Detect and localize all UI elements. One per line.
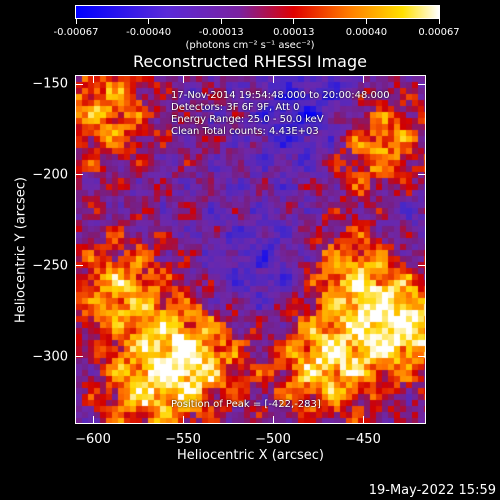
colorbar-tick-label: -0.00040: [126, 27, 172, 38]
x-tick-mark: [362, 416, 364, 424]
y-tick-label: −300: [32, 349, 68, 365]
colorbar-tick-label: -0.00013: [198, 27, 244, 38]
heatmap-image: [76, 76, 425, 423]
plot-area: 17-Nov-2014 19:54:48.000 to 20:00:48.000…: [75, 75, 426, 424]
x-tick-label: −600: [75, 432, 111, 447]
timestamp: 19-May-2022 15:59: [368, 483, 496, 498]
y-tick-mark: [75, 174, 83, 176]
clean-counts-text: Clean Total counts: 4.43E+03: [171, 126, 319, 137]
y-tick-label: −250: [32, 258, 68, 274]
x-tick-label: −500: [255, 432, 291, 447]
colorbar-tick-mark: [293, 19, 295, 24]
y-tick-mark: [75, 265, 83, 267]
y-tick-mark: [418, 265, 426, 267]
y-axis-label: Heliocentric Y (arcsec): [13, 177, 29, 323]
x-axis-label: Heliocentric X (arcsec): [177, 448, 324, 463]
x-tick-mark: [92, 75, 94, 83]
y-tick-mark: [75, 83, 83, 85]
y-tick-mark: [75, 356, 83, 358]
x-tick-label: −450: [345, 432, 381, 447]
time-range-text: 17-Nov-2014 19:54:48.000 to 20:00:48.000: [171, 90, 390, 101]
detectors-text: Detectors: 3F 6F 9F, Att 0: [171, 102, 300, 113]
energy-range-text: Energy Range: 25.0 - 50.0 keV: [171, 114, 324, 125]
colorbar-tick-label: 0.00040: [345, 27, 388, 38]
colorbar-tick-mark: [365, 19, 367, 24]
x-tick-mark: [92, 416, 94, 424]
colorbar-tick-label: 0.00067: [418, 27, 460, 38]
chart-title: Reconstructed RHESSI Image: [133, 52, 367, 71]
y-tick-label: −150: [32, 76, 68, 92]
colorbar-tick-mark: [148, 19, 150, 24]
colorbar: [75, 5, 440, 19]
x-tick-mark: [182, 416, 184, 424]
peak-position-text: Position of Peak = [-422,-283]: [171, 399, 321, 410]
colorbar-tick-mark: [75, 19, 77, 24]
colorbar-tick-label: 0.00013: [273, 27, 315, 38]
x-tick-mark: [272, 75, 274, 83]
y-tick-mark: [418, 356, 426, 358]
x-tick-label: −550: [165, 432, 201, 447]
colorbar-tick-label: -0.00067: [53, 27, 99, 38]
colorbar-tick-mark: [220, 19, 222, 24]
x-tick-mark: [182, 75, 184, 83]
colorbar-unit-label: (photons cm⁻² s⁻¹ asec⁻²): [185, 40, 315, 51]
y-tick-mark: [418, 83, 426, 85]
x-tick-mark: [272, 416, 274, 424]
y-tick-label: −200: [32, 167, 68, 183]
x-tick-mark: [362, 75, 364, 83]
y-tick-mark: [418, 174, 426, 176]
colorbar-tick-mark: [438, 19, 440, 24]
